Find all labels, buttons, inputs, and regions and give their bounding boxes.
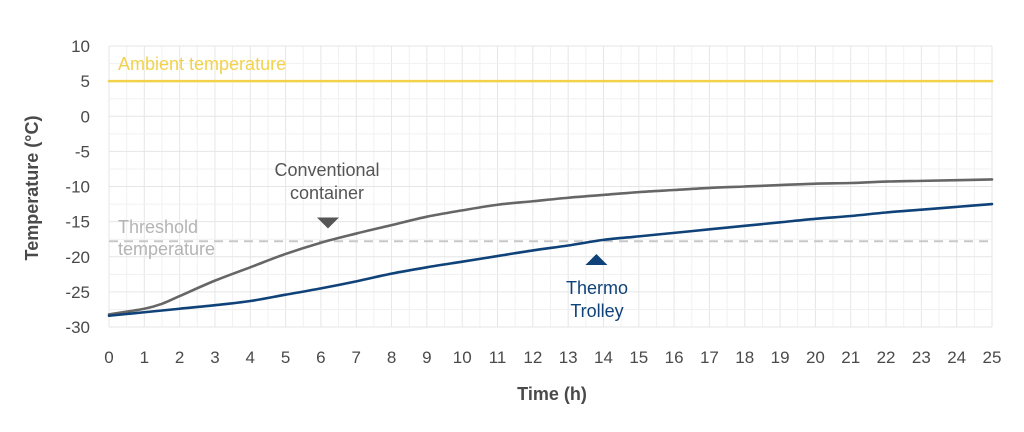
x-tick-label: 25 [983, 348, 1002, 367]
x-tick-label: 21 [841, 348, 860, 367]
x-tick-label: 23 [912, 348, 931, 367]
annotation-conventional-marker [316, 217, 339, 229]
x-tick-label: 22 [877, 348, 896, 367]
x-tick-label: 20 [806, 348, 825, 367]
x-tick-label: 10 [453, 348, 472, 367]
y-axis-title: Temperature (°C) [22, 116, 42, 261]
x-tick-label: 4 [246, 348, 255, 367]
annotation-conventional-line: container [290, 183, 364, 203]
marker-layer [316, 217, 608, 266]
grid [108, 45, 993, 328]
annotation-thermo-line: Thermo [566, 278, 628, 298]
x-axis-title: Time (h) [517, 384, 587, 404]
series-layer [107, 79, 994, 318]
y-tick-label: -5 [75, 142, 90, 161]
x-tick-label: 15 [629, 348, 648, 367]
annotation-threshold-line: Threshold [118, 217, 198, 237]
y-tick-label: 0 [81, 107, 90, 126]
y-tick-label: 5 [81, 72, 90, 91]
x-tick-label: 19 [771, 348, 790, 367]
x-tick-label: 14 [594, 348, 613, 367]
x-tick-label: 9 [422, 348, 431, 367]
annotation-conventional-line: Conventional [274, 160, 379, 180]
x-tick-label: 7 [352, 348, 361, 367]
series-line-conventional-container [107, 178, 994, 316]
x-tick-label: 12 [523, 348, 542, 367]
x-tick-label: 0 [104, 348, 113, 367]
y-tick-label: 10 [71, 37, 90, 56]
x-tick-label: 3 [210, 348, 219, 367]
x-tick-label: 17 [700, 348, 719, 367]
x-tick-label: 16 [665, 348, 684, 367]
x-tick-label: 6 [316, 348, 325, 367]
annotation-thermo-line: Trolley [570, 301, 623, 321]
x-tick-label: 2 [175, 348, 184, 367]
x-tick-label: 11 [489, 348, 507, 367]
annotation-ambient-line: Ambient temperature [118, 54, 286, 74]
x-axis-ticks: 0 1 2 3 4 5 6 7 8 9 10 11 12 13 14 15 16 17 18 19 20 21 22 23 24… [104, 348, 1001, 367]
y-tick-label: -15 [65, 213, 90, 232]
x-tick-label: 18 [735, 348, 754, 367]
annotation-thermo-marker [585, 254, 608, 266]
x-tick-label: 1 [140, 348, 149, 367]
y-axis-ticks: 10 5 0 -5 -10 -15 -20 -25 -30 [65, 37, 90, 337]
x-tick-label: 8 [387, 348, 396, 367]
y-tick-label: -10 [65, 178, 90, 197]
x-tick-label: 13 [559, 348, 578, 367]
y-tick-label: -25 [65, 283, 90, 302]
y-tick-label: -30 [65, 318, 90, 337]
y-tick-label: -20 [65, 248, 90, 267]
x-tick-label: 5 [281, 348, 290, 367]
annotation-threshold-line: temperature [118, 239, 215, 259]
x-tick-label: 24 [947, 348, 966, 367]
series-line-thermo-trolley [107, 202, 994, 318]
